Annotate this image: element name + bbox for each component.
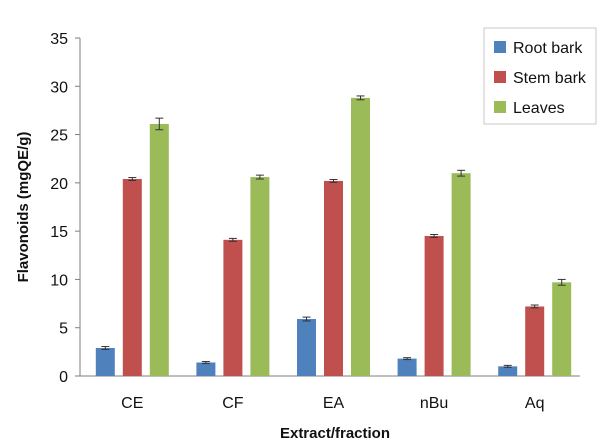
x-tick-label: CF	[222, 395, 244, 412]
legend-label: Root bark	[513, 40, 583, 57]
bar	[451, 173, 471, 376]
legend-swatch	[494, 101, 506, 113]
bar	[324, 180, 343, 376]
bar	[351, 97, 370, 377]
y-tick-label: 20	[50, 176, 68, 193]
y-tick-label: 25	[50, 128, 68, 145]
bar	[498, 366, 518, 376]
bars	[95, 95, 572, 377]
bar	[250, 177, 270, 376]
y-axis-title: Flavonoids (mgQE/g)	[15, 132, 32, 283]
legend-swatch	[494, 71, 506, 83]
x-tick-label: nBu	[420, 395, 448, 412]
bar	[525, 306, 545, 376]
bar	[424, 235, 444, 376]
x-tick-label: Aq	[525, 395, 545, 412]
legend-label: Leaves	[513, 100, 565, 117]
bar	[196, 362, 216, 376]
y-axis-ticks: 0 5 10 15 20 25 30 35	[50, 31, 80, 386]
y-tick-label: 30	[50, 79, 68, 96]
legend-swatch	[494, 41, 506, 53]
bar	[397, 358, 417, 376]
x-tick-label: CE	[121, 395, 143, 412]
x-tick-label: EA	[323, 395, 345, 412]
bar	[122, 178, 142, 376]
y-tick-label: 10	[50, 272, 68, 289]
y-tick-label: 35	[50, 31, 68, 48]
x-axis-ticks: CE CF EA nBu Aq	[121, 395, 544, 412]
bar	[552, 282, 572, 376]
y-tick-label: 5	[59, 321, 68, 338]
legend-label: Stem bark	[513, 70, 587, 87]
legend: Root bark Stem bark Leaves	[483, 27, 597, 125]
bar	[95, 347, 115, 376]
bar	[223, 239, 243, 376]
x-axis-title: Extract/fraction	[280, 425, 390, 442]
y-tick-label: 0	[59, 369, 68, 386]
y-tick-label: 15	[50, 224, 68, 241]
bar	[297, 319, 316, 376]
bar	[149, 123, 169, 376]
